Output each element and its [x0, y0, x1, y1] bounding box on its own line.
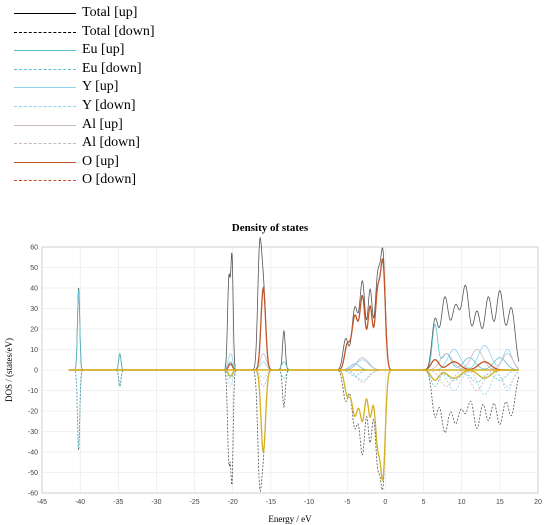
y-tick-label: 0 [34, 368, 38, 375]
legend-swatch [14, 68, 76, 70]
y-tick-label: 40 [30, 286, 38, 293]
legend-swatch [14, 161, 76, 163]
legend-swatch [14, 87, 76, 89]
y-tick-label: -40 [28, 450, 38, 457]
legend-label: Y [up] [82, 79, 119, 95]
legend-item: O [up] [0, 153, 180, 173]
x-axis-label: Energy / eV [268, 514, 312, 524]
legend-item: Al [up] [0, 116, 180, 136]
series-line [68, 258, 519, 371]
legend-label: Eu [up] [82, 42, 125, 58]
legend-swatch [14, 50, 76, 52]
y-tick-label: -20 [28, 409, 38, 416]
legend-swatch [14, 124, 76, 126]
legend-label: Total [up] [82, 5, 138, 20]
series-line [68, 369, 520, 396]
dos-chart: Density of states -45 -40 -35 -30 -25 -20 -15 -… [4, 222, 542, 524]
x-tick-label: 20 [534, 499, 542, 506]
legend-swatch [14, 180, 76, 182]
y-axis-label: DOS / (states/eV) [4, 338, 14, 402]
legend-swatch [14, 106, 76, 107]
legend-label: Al [down] [82, 135, 140, 151]
x-tick-label: 15 [496, 499, 504, 506]
series-line [68, 369, 520, 391]
y-tick-label: 60 [30, 245, 38, 252]
axes: -45 -40 -35 -30 -25 -20 -15 -10 -5 0 5 10 15 20605040… [28, 245, 542, 507]
legend-item: Total [down] [0, 23, 180, 43]
x-tick-label: 5 [422, 499, 426, 506]
series-line [68, 369, 519, 482]
legend-swatch [14, 31, 76, 33]
y-tick-label: 10 [30, 347, 38, 354]
series-group [68, 236, 520, 493]
chart-title: Density of states [232, 222, 309, 234]
y-tick-label: -50 [28, 470, 38, 477]
legend-item: Y [up] [0, 78, 180, 98]
x-tick-label: 10 [458, 499, 466, 506]
legend: Total [up] Total [down] Eu [up] Eu [down] Y … [0, 0, 180, 200]
legend-label: O [up] [82, 153, 119, 169]
legend-label: Y [down] [82, 98, 136, 113]
y-tick-label: -60 [28, 491, 38, 498]
y-tick-label: -30 [28, 429, 38, 436]
plot-frame [41, 246, 539, 494]
series-line [68, 349, 520, 371]
y-tick-label: 50 [30, 265, 38, 272]
x-tick-label: -15 [266, 499, 276, 506]
legend-item: O [down] [0, 171, 180, 191]
legend-swatch [14, 143, 76, 145]
x-tick-label: -25 [190, 499, 200, 506]
y-tick-label: 30 [30, 306, 38, 313]
x-tick-label: -20 [228, 499, 238, 506]
legend-item: Total [up] [0, 4, 180, 24]
x-tick-label: -45 [37, 499, 47, 506]
y-tick-label: -10 [28, 388, 38, 395]
legend-label: Al [up] [82, 116, 123, 132]
y-tick-label: 20 [30, 327, 38, 334]
x-tick-label: -35 [113, 499, 123, 506]
x-tick-label: -10 [304, 499, 314, 506]
legend-item: Al [down] [0, 134, 180, 154]
legend-swatch [14, 13, 76, 14]
legend-item: Eu [up] [0, 41, 180, 61]
legend-label: Eu [down] [82, 60, 142, 76]
x-tick-label: 0 [383, 499, 387, 506]
x-tick-label: -30 [151, 499, 161, 506]
legend-label: O [down] [82, 172, 137, 188]
legend-label: Total [down] [82, 23, 155, 39]
series-line [68, 236, 520, 371]
legend-item: Eu [down] [0, 60, 180, 80]
legend-item: Y [down] [0, 97, 180, 117]
x-tick-label: -5 [344, 499, 350, 506]
x-tick-label: -40 [75, 499, 85, 506]
